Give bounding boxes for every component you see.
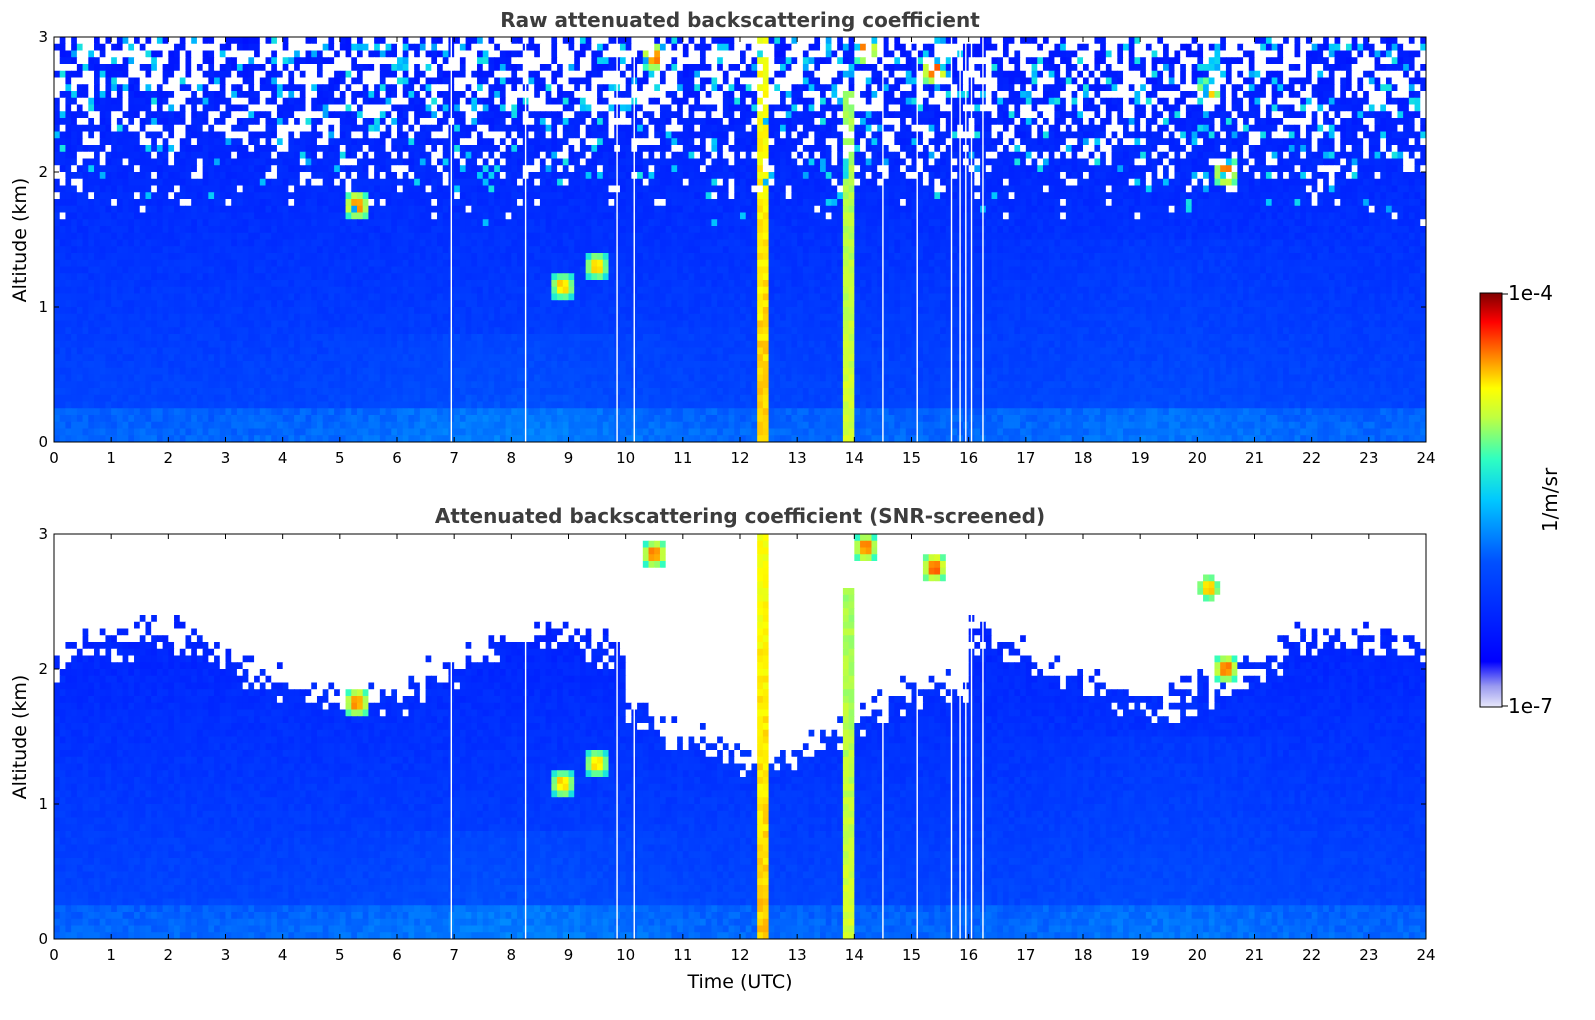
colorbar: 1e-4 1e-7 1/m/sr bbox=[1479, 281, 1562, 718]
x-tick-label: 19 bbox=[1131, 449, 1150, 467]
x-tick-label: 22 bbox=[1302, 449, 1321, 467]
x-tick-label: 18 bbox=[1073, 449, 1092, 467]
x-tick-label: 24 bbox=[1416, 449, 1435, 467]
x-tick-label: 12 bbox=[730, 449, 749, 467]
y-axis-ticks-raw: 0 1 2 3 bbox=[38, 28, 1426, 451]
x-tick-label: 13 bbox=[788, 946, 807, 964]
colorbar-min-label: 1e-7 bbox=[1508, 694, 1553, 718]
y-tick-label: 3 bbox=[38, 28, 48, 46]
x-tick-label: 4 bbox=[278, 946, 288, 964]
y-tick-label: 2 bbox=[38, 163, 48, 181]
x-tick-label: 21 bbox=[1245, 449, 1264, 467]
x-tick-label: 1 bbox=[106, 946, 116, 964]
x-tick-label: 17 bbox=[1016, 946, 1035, 964]
x-tick-label: 3 bbox=[221, 449, 231, 467]
x-tick-label: 22 bbox=[1302, 946, 1321, 964]
x-tick-label: 19 bbox=[1131, 946, 1150, 964]
screened-backscatter-panel: Attenuated backscattering coefficient (S… bbox=[9, 504, 1436, 993]
y-tick-label: 2 bbox=[38, 660, 48, 678]
colorbar-gradient bbox=[1479, 292, 1503, 708]
x-tick-label: 9 bbox=[564, 449, 574, 467]
y-tick-label: 3 bbox=[38, 525, 48, 543]
x-tick-label: 18 bbox=[1073, 946, 1092, 964]
x-tick-label: 6 bbox=[392, 946, 402, 964]
x-tick-label: 8 bbox=[507, 946, 517, 964]
x-tick-label: 2 bbox=[164, 946, 174, 964]
x-tick-label: 13 bbox=[788, 449, 807, 467]
y-tick-label: 0 bbox=[38, 433, 48, 451]
x-tick-label: 20 bbox=[1188, 946, 1207, 964]
x-tick-label: 1 bbox=[106, 449, 116, 467]
x-tick-label: 10 bbox=[616, 946, 635, 964]
x-tick-label: 6 bbox=[392, 449, 402, 467]
x-tick-label: 24 bbox=[1416, 946, 1435, 964]
panel-title-raw: Raw attenuated backscattering coefficien… bbox=[500, 8, 980, 32]
x-tick-label: 14 bbox=[845, 449, 864, 467]
x-tick-label: 9 bbox=[564, 946, 574, 964]
panel-title-screened: Attenuated backscattering coefficient (S… bbox=[435, 504, 1045, 528]
x-tick-label: 3 bbox=[221, 946, 231, 964]
heatmap-raw bbox=[54, 37, 1426, 442]
x-tick-label: 15 bbox=[902, 946, 921, 964]
x-tick-label: 10 bbox=[616, 449, 635, 467]
y-tick-label: 1 bbox=[38, 298, 48, 316]
x-tick-label: 11 bbox=[673, 946, 692, 964]
x-tick-label: 2 bbox=[164, 449, 174, 467]
x-axis-label: Time (UTC) bbox=[686, 971, 792, 993]
x-tick-label: 12 bbox=[730, 946, 749, 964]
x-tick-label: 5 bbox=[335, 946, 345, 964]
x-tick-label: 11 bbox=[673, 449, 692, 467]
y-tick-label: 0 bbox=[38, 930, 48, 948]
x-tick-label: 17 bbox=[1016, 449, 1035, 467]
y-tick-label: 1 bbox=[38, 795, 48, 813]
x-tick-label: 5 bbox=[335, 449, 345, 467]
y-axis-ticks-screened: 0 1 2 3 bbox=[38, 525, 1426, 948]
x-tick-label: 4 bbox=[278, 449, 288, 467]
x-axis-ticks-raw: 0 1 2 3 4 5 6 7 8 9 10 11 12 13 14 15 16 17 18 19 20 21 22 23 24 bbox=[49, 37, 1436, 467]
raw-backscatter-panel: Raw attenuated backscattering coefficien… bbox=[9, 8, 1436, 467]
x-tick-label: 15 bbox=[902, 449, 921, 467]
x-axis-ticks-screened: 0 1 2 3 4 5 6 7 8 9 10 11 12 13 14 15 16 17 18 19 20 21 22 23 24 bbox=[49, 534, 1436, 964]
heatmap-screened bbox=[54, 534, 1426, 939]
y-axis-label-screened: Altitude (km) bbox=[9, 675, 31, 800]
colorbar-unit-label: 1/m/sr bbox=[1538, 467, 1562, 532]
y-axis-label-raw: Altitude (km) bbox=[9, 178, 31, 303]
x-tick-label: 7 bbox=[449, 449, 459, 467]
x-tick-label: 0 bbox=[49, 449, 59, 467]
x-tick-label: 0 bbox=[49, 946, 59, 964]
colorbar-max-label: 1e-4 bbox=[1508, 281, 1553, 305]
x-tick-label: 21 bbox=[1245, 946, 1264, 964]
x-tick-label: 16 bbox=[959, 946, 978, 964]
x-tick-label: 8 bbox=[507, 449, 517, 467]
x-tick-label: 20 bbox=[1188, 449, 1207, 467]
x-tick-label: 7 bbox=[449, 946, 459, 964]
x-tick-label: 16 bbox=[959, 449, 978, 467]
x-tick-label: 14 bbox=[845, 946, 864, 964]
x-tick-label: 23 bbox=[1359, 449, 1378, 467]
x-tick-label: 23 bbox=[1359, 946, 1378, 964]
